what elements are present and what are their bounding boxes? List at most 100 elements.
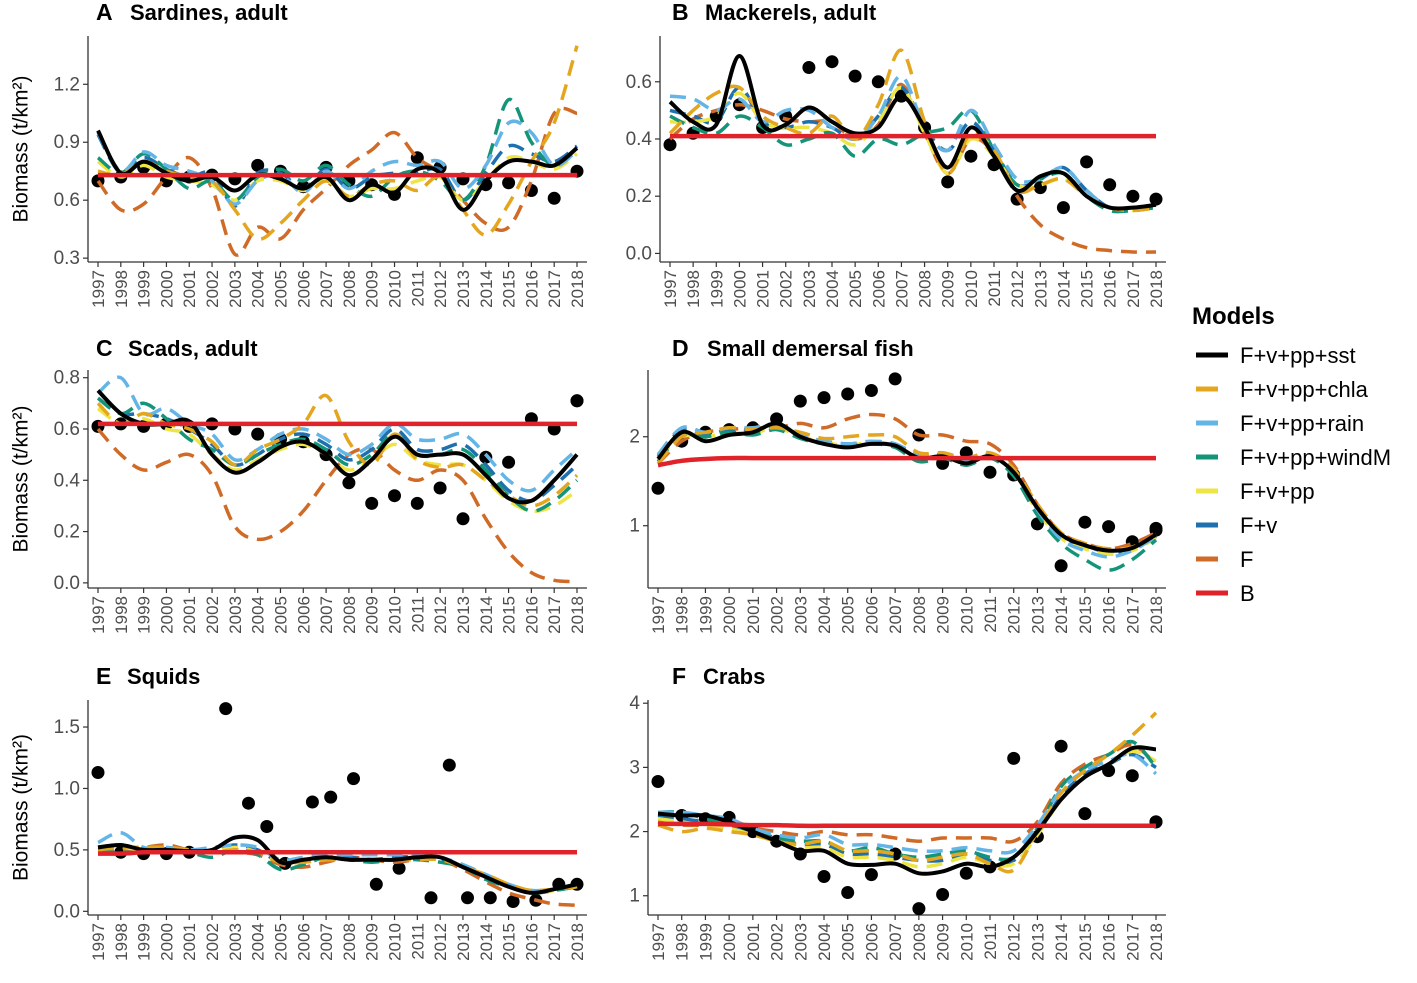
observed-point bbox=[936, 888, 950, 901]
observed-point bbox=[251, 427, 265, 441]
x-tick-label: 2017 bbox=[545, 923, 564, 961]
x-tick-label: 2012 bbox=[431, 596, 450, 634]
observed-point bbox=[1078, 807, 1092, 821]
panel-letter: C bbox=[96, 335, 113, 361]
x-tick-label: 2004 bbox=[249, 596, 268, 634]
x-tick-label: 2018 bbox=[1147, 270, 1166, 308]
x-tick-label: 2015 bbox=[1078, 270, 1097, 308]
observed-point bbox=[651, 775, 665, 788]
series-line-f-v-pp-chla bbox=[97, 45, 579, 241]
x-tick-label: 2000 bbox=[157, 596, 176, 634]
series-line-f-v-pp bbox=[656, 426, 1157, 556]
x-tick-label: 2017 bbox=[1123, 596, 1142, 634]
x-tick-label: 2005 bbox=[846, 270, 865, 308]
legend-item: F+v+pp+rain bbox=[1196, 411, 1364, 436]
x-tick-label: 2000 bbox=[157, 923, 176, 961]
observed-point bbox=[663, 138, 677, 152]
y-tick-label: 1.5 bbox=[54, 717, 80, 738]
legend-label: F+v+pp+rain bbox=[1240, 411, 1364, 436]
x-tick-label: 2002 bbox=[203, 270, 222, 308]
observed-point bbox=[347, 772, 360, 786]
observed-point bbox=[456, 512, 470, 526]
panel-letter: D bbox=[672, 335, 689, 361]
x-tick-label: 2003 bbox=[226, 596, 245, 634]
observed-point bbox=[793, 394, 807, 408]
observed-point bbox=[433, 481, 447, 495]
x-tick-label: 2000 bbox=[730, 270, 749, 308]
y-tick-label: 0.4 bbox=[54, 470, 81, 491]
observed-point bbox=[802, 61, 816, 74]
x-tick-label: 2012 bbox=[1008, 270, 1027, 308]
x-tick-label: 1999 bbox=[707, 270, 726, 308]
series-line-f-v-pp-sst bbox=[96, 129, 579, 212]
x-tick-label: 2014 bbox=[477, 923, 496, 961]
series-line-b bbox=[97, 849, 577, 856]
x-tick-label: 2015 bbox=[1076, 923, 1095, 961]
x-tick-label: 2017 bbox=[545, 596, 564, 634]
x-tick-label: 2006 bbox=[294, 923, 313, 961]
x-tick-label: 2012 bbox=[431, 923, 450, 961]
x-tick-label: 2005 bbox=[271, 923, 290, 961]
x-tick-label: 2016 bbox=[1100, 596, 1119, 634]
observed-point bbox=[570, 394, 584, 408]
observed-point bbox=[502, 176, 516, 190]
x-tick-label: 2001 bbox=[180, 270, 199, 308]
y-tick-label: 1 bbox=[629, 886, 640, 907]
legend-label: B bbox=[1240, 581, 1255, 606]
legend-item: F+v+pp+windM bbox=[1196, 445, 1391, 470]
x-tick-label: 2004 bbox=[815, 923, 834, 961]
x-tick-label: 2003 bbox=[791, 596, 810, 634]
x-tick-label: 2003 bbox=[791, 923, 810, 961]
x-tick-label: 2015 bbox=[500, 596, 519, 634]
x-tick-label: 2013 bbox=[454, 270, 473, 308]
legend-label: F+v+pp+windM bbox=[1240, 445, 1391, 470]
observed-point bbox=[964, 149, 978, 163]
x-tick-label: 2010 bbox=[957, 596, 976, 634]
observed-point bbox=[388, 489, 401, 503]
x-tick-label: 2014 bbox=[1054, 270, 1073, 308]
panel-title: Small demersal fish bbox=[707, 336, 914, 361]
y-tick-label: 0.2 bbox=[626, 186, 652, 207]
x-tick-label: 2016 bbox=[1101, 270, 1120, 308]
y-tick-label: 0.0 bbox=[54, 573, 80, 594]
legend-title: Models bbox=[1192, 303, 1275, 330]
x-tick-label: 2011 bbox=[408, 596, 427, 633]
x-tick-label: 2012 bbox=[431, 270, 450, 308]
x-tick-label: 2009 bbox=[363, 270, 382, 308]
panel-letter: E bbox=[96, 663, 111, 689]
x-tick-label: 2009 bbox=[939, 270, 958, 308]
x-tick-label: 2012 bbox=[1005, 596, 1024, 634]
x-tick-label: 2016 bbox=[522, 270, 541, 308]
x-tick-label: 2015 bbox=[1076, 596, 1095, 634]
x-tick-label: 2010 bbox=[386, 923, 405, 961]
x-tick-label: 2013 bbox=[454, 923, 473, 961]
observed-point bbox=[410, 496, 424, 510]
y-axis-label: Biomass (t/km²) bbox=[9, 734, 32, 881]
x-tick-label: 2014 bbox=[1052, 923, 1071, 961]
series-line-f-v bbox=[656, 424, 1157, 555]
x-tick-label: 2003 bbox=[226, 270, 245, 308]
panel-title: Sardines, adult bbox=[130, 0, 288, 25]
observed-point bbox=[392, 861, 406, 875]
x-tick-label: 2000 bbox=[157, 270, 176, 308]
x-tick-label: 2007 bbox=[317, 270, 336, 308]
x-tick-label: 2011 bbox=[985, 270, 1004, 307]
legend: Models F+v+pp+sstF+v+pp+chlaF+v+pp+rainF… bbox=[1192, 303, 1391, 606]
x-tick-label: 2002 bbox=[768, 596, 787, 634]
x-tick-label: 2008 bbox=[910, 923, 929, 961]
x-tick-label: 2010 bbox=[957, 923, 976, 961]
x-tick-label: 2006 bbox=[294, 596, 313, 634]
x-tick-label: 1999 bbox=[135, 270, 154, 308]
x-tick-label: 2002 bbox=[768, 923, 787, 961]
y-tick-label: 0.0 bbox=[54, 901, 80, 922]
x-tick-label: 2004 bbox=[249, 270, 268, 308]
legend-label: F+v+pp+sst bbox=[1240, 343, 1356, 368]
x-tick-label: 2011 bbox=[408, 923, 427, 960]
observed-point bbox=[1103, 178, 1117, 192]
x-tick-label: 2000 bbox=[720, 923, 739, 961]
observed-point bbox=[1054, 559, 1068, 573]
y-tick-label: 0.5 bbox=[54, 840, 80, 861]
y-tick-label: 1.2 bbox=[54, 74, 80, 95]
observed-point bbox=[864, 384, 878, 397]
